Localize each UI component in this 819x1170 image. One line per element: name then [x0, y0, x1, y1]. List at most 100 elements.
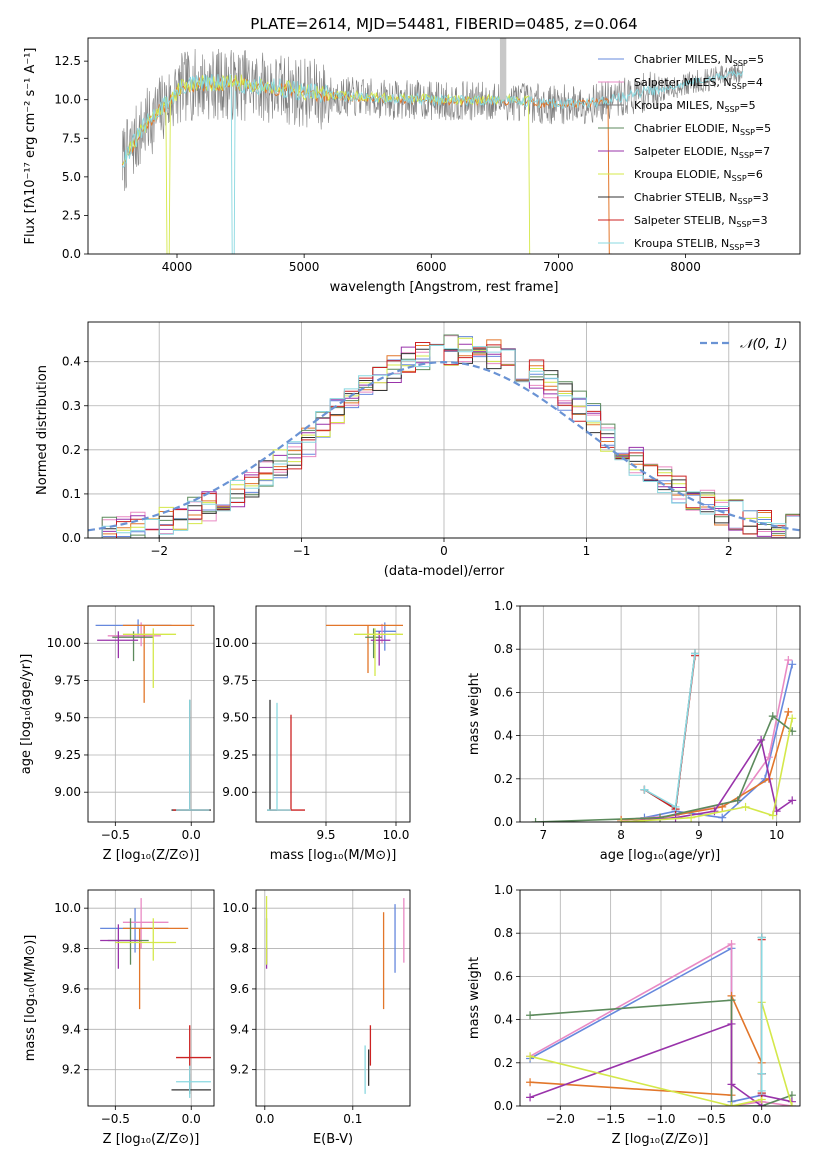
weight-point-marker — [788, 796, 797, 805]
spectrum-model-cyan — [121, 69, 744, 254]
residuals-frame — [87, 321, 801, 539]
age_vs_Z-ytick-label: 9.75 — [54, 673, 81, 687]
weight_vs_age-xlabel: age [log₁₀(age/yr)] — [600, 848, 721, 863]
weight-point-marker — [526, 1011, 535, 1020]
weight_vs_age-xtick-label: 10 — [769, 828, 784, 842]
mass_vs_ebv-xlabel: E(B-V) — [313, 1132, 353, 1147]
weight_vs_age-ytick-label: 0.2 — [494, 772, 513, 786]
legend-entry-rest: =3 — [751, 214, 767, 227]
weight-series-line — [644, 664, 793, 819]
weight_vs_Z-xtick-label: 0.0 — [752, 1112, 771, 1126]
weight-point-marker — [768, 712, 777, 721]
residuals-xlabel: (data-model)/error — [384, 564, 505, 579]
residuals-ytick-label: 0.3 — [62, 399, 81, 413]
legend-entry-label: Salpeter STELIB, N — [634, 214, 736, 227]
spectrum-lines — [121, 38, 744, 254]
weight_vs_age-axes: 7 8 9 10 0.0 0.2 0.4 0.6 0.8 1.0 age [log₁₀(age/yr… — [467, 599, 800, 863]
weight-point-marker — [526, 1052, 535, 1061]
mass_vs_Z-ytick-label: 10.0 — [54, 901, 81, 915]
spectrum-xtick-label: 4000 — [162, 260, 193, 274]
legend-entry: Chabrier ELODIE, NSSP=5 — [634, 122, 771, 137]
spectrum-ytick-label: 12.5 — [54, 54, 81, 68]
weight_vs_Z-xtick-label: −1.5 — [596, 1112, 625, 1126]
spectrum-xtick-label: 6000 — [416, 260, 447, 274]
weight-point-marker — [784, 656, 793, 664]
weight-series-line — [535, 714, 793, 822]
histogram-series — [88, 334, 800, 538]
weight-series-line — [529, 1022, 793, 1106]
age_vs_mass-axes: 9.5 10.0 9.00 9.25 9.50 9.75 10.00 mass [log₁₀(… — [215, 606, 410, 863]
age_vs_Z-axes: −0.5 0.0 9.00 9.25 9.50 9.75 10.00 Z [log₁₀(Z/Z… — [19, 606, 214, 863]
age_vs_mass-grid — [256, 606, 410, 822]
spectrum-ylabel: Flux [fλ10⁻¹⁷ erg cm⁻² s⁻¹ A⁻¹] — [23, 48, 38, 245]
legend-entry-rest: =7 — [754, 145, 770, 158]
legend-entry: 𝒩(0, 1) — [740, 337, 787, 352]
age_vs_Z-ylabel: age [log₁₀(age/yr)] — [19, 654, 34, 775]
legend-entry-sub: SSP — [724, 105, 739, 114]
mass_vs_Z-ytick-label: 9.2 — [62, 1063, 81, 1077]
weight-point-marker — [757, 735, 766, 744]
weight-point-marker — [788, 660, 797, 669]
spectrum-xtick-label: 5000 — [289, 260, 320, 274]
weight-point-marker — [764, 753, 773, 762]
weight_vs_age-ytick-label: 0.4 — [494, 729, 513, 743]
weight-point-marker — [727, 1080, 736, 1089]
residuals-legend: 𝒩(0, 1) — [700, 337, 787, 352]
histogram-series — [88, 344, 800, 538]
legend-entry-label: Chabrier STELIB, N — [634, 191, 738, 204]
weight-series-line — [643, 655, 696, 811]
residuals-xtick-label: −2 — [150, 544, 168, 558]
age_vs_Z-grid — [88, 606, 214, 822]
age_vs_Z-xtick-label: −0.5 — [101, 828, 130, 842]
legend-entry-rest: =5 — [755, 122, 771, 135]
spectrum-frame — [87, 37, 801, 255]
legend-entry-sub: SSP — [732, 174, 747, 183]
legend-entry: Kroupa STELIB, NSSP=3 — [634, 237, 760, 252]
mass_vs_Z-xtick-label: 0.0 — [182, 1112, 201, 1126]
weight-point-marker — [784, 707, 793, 716]
mass_vs_Z-ylabel: mass [log₁₀(M/M⊙)] — [23, 935, 38, 1062]
age_vs_mass-points — [267, 622, 403, 811]
weight_vs_Z-ytick-label: 1.0 — [494, 883, 513, 897]
residuals-ytick-label: 0.2 — [62, 443, 81, 457]
weight-point-marker — [691, 649, 699, 658]
weight_vs_Z-ytick-label: 0.4 — [494, 1013, 513, 1027]
residuals-xtick-label: −1 — [293, 544, 311, 558]
weight_vs_Z-axes: −2.0 −1.5 −1.0 −0.5 0.0 0.0 0.2 0.4 0.6 0.8 1.0 Z [… — [467, 883, 800, 1147]
mass_vs_ebv-xtick-label: 0.1 — [343, 1112, 362, 1126]
legend-entry-rest: =3 — [753, 191, 769, 204]
legend-entry-sub: SSP — [739, 151, 754, 160]
mass_vs_ebv-points — [265, 896, 405, 1094]
residuals-ytick-label: 0.1 — [62, 487, 81, 501]
weight-point-marker — [727, 1102, 736, 1106]
weight-point-marker — [531, 818, 540, 822]
weight-point-marker — [727, 996, 736, 1005]
weight-point-marker — [768, 811, 777, 820]
legend-entry-sub: SSP — [732, 82, 747, 91]
weight_vs_age-lines — [531, 649, 797, 822]
mass_vs_Z-xlabel: Z [log₁₀(Z/Z⊙)] — [103, 1132, 200, 1147]
spectrum-ytick-label: 0.0 — [62, 247, 81, 261]
weight_vs_age-ylabel: mass weight — [467, 673, 482, 755]
weight_vs_age-ytick-label: 1.0 — [494, 599, 513, 613]
weight_vs_age-ytick-label: 0.8 — [494, 642, 513, 656]
spectrum-halpha-region — [499, 38, 507, 100]
weight_vs_Z-ytick-label: 0.0 — [494, 1099, 513, 1113]
weight-point-marker — [727, 940, 736, 948]
spectrum-ytick-label: 10.0 — [54, 93, 81, 107]
age_vs_mass-ytick-label: 9.75 — [222, 673, 249, 687]
age_vs_Z-ytick-label: 9.25 — [54, 748, 81, 762]
weight-point-marker — [526, 1078, 535, 1087]
histogram-steps — [88, 334, 800, 538]
age_vs_mass-ytick-label: 10.00 — [215, 636, 249, 650]
legend-entry-label: Chabrier ELODIE, N — [634, 122, 740, 135]
weight-point-marker — [671, 802, 680, 811]
legend-entry-rest: =3 — [744, 237, 760, 250]
weight-point-marker — [788, 714, 797, 723]
mass_vs_Z-ytick-label: 9.4 — [62, 1022, 81, 1036]
spectrum-ytick-label: 7.5 — [62, 131, 81, 145]
mass_vs_Z-points — [100, 898, 211, 1098]
mass_vs_Z-ytick-label: 9.6 — [62, 982, 81, 996]
